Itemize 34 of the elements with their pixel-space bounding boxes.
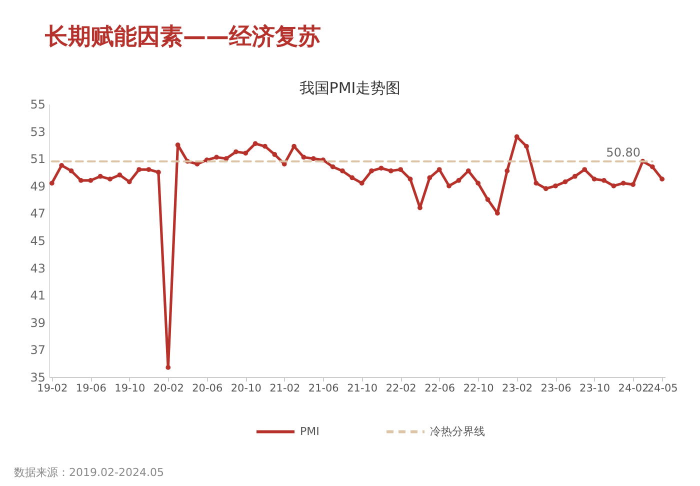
y-tick-label: 37	[30, 343, 46, 358]
x-tick-label: 20-10	[230, 382, 262, 394]
x-tick-label: 21-10	[347, 382, 378, 394]
x-tick-label: 24-02	[618, 382, 649, 394]
data-label: 50.80	[606, 145, 641, 160]
legend-label: PMI	[300, 424, 320, 438]
y-tick-label: 47	[30, 206, 46, 221]
y-tick-label: 55	[30, 98, 46, 112]
chart-subtitle: 我国PMI走势图	[299, 79, 401, 97]
x-tick-label: 20-06	[192, 382, 223, 394]
x-tick-label: 22-10	[463, 382, 494, 394]
x-tick-label: 21-02	[270, 382, 300, 394]
x-tick-label: 20-02	[153, 382, 184, 394]
legend-label: 冷热分界线	[430, 424, 485, 438]
x-tick-label: 23-06	[540, 382, 572, 394]
y-tick-label: 53	[30, 124, 46, 139]
x-tick-label: 23-02	[502, 382, 533, 394]
y-tick-label: 41	[30, 288, 46, 303]
y-tick-label: 43	[30, 261, 46, 276]
y-tick-label: 35	[30, 370, 46, 384]
x-tick-label: 22-02	[386, 382, 416, 394]
x-tick-label: 23-10	[580, 382, 610, 394]
x-tick-label: 19-10	[114, 382, 146, 394]
x-tick-label: 21-06	[308, 382, 340, 394]
y-tick-label: 49	[30, 179, 46, 194]
y-tick-label: 45	[30, 234, 46, 248]
y-tick-label: 51	[30, 152, 46, 166]
source-note: 数据来源：2019.02-2024.05	[14, 466, 164, 479]
x-tick-label: 22-06	[424, 382, 456, 394]
x-tick-label: 24-05	[647, 382, 678, 394]
x-tick-label: 19-02	[37, 382, 68, 394]
y-tick-label: 39	[30, 316, 46, 330]
chart-title: 长期赋能因素——经济复苏	[44, 23, 321, 50]
x-tick-label: 19-06	[76, 382, 107, 394]
